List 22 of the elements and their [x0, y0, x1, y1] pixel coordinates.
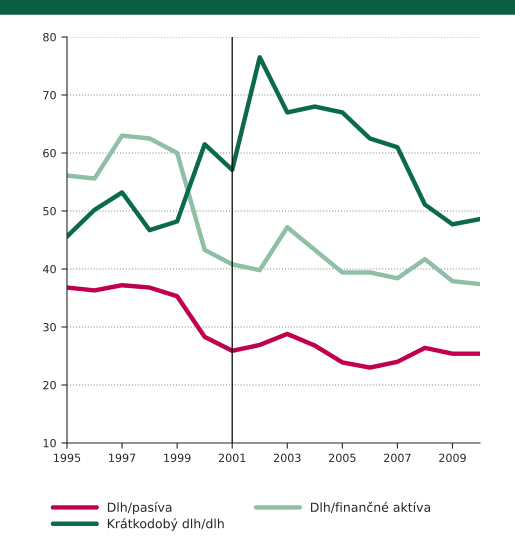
line-series — [67, 133, 480, 286]
x-tick-label: 2001 — [218, 454, 246, 462]
y-tick-label: 60 — [43, 148, 56, 158]
x-tick-label: 1997 — [109, 454, 136, 462]
x-tick-label: 2009 — [439, 454, 466, 462]
legend-label: Krátkodobý dlh/dlh — [108, 518, 224, 531]
y-tick-label: 80 — [43, 32, 56, 42]
x-tick-label: 1995 — [54, 454, 80, 462]
y-tick-label: 20 — [43, 380, 56, 390]
x-tick-label: 2005 — [329, 454, 356, 462]
x-tick-label: 1999 — [164, 454, 190, 462]
line-series — [67, 283, 480, 370]
y-tick-label: 70 — [43, 90, 56, 100]
legend-label: Dlh/pasíva — [108, 502, 172, 514]
y-tick-label: 30 — [43, 322, 56, 332]
x-tick-label: 2003 — [274, 454, 301, 462]
y-tick-label: 40 — [42, 264, 56, 274]
y-tick-label: 50 — [43, 206, 56, 216]
y-tick-label: 10 — [44, 438, 56, 448]
line-series — [67, 55, 480, 239]
legend-label: Dlh/finančné aktíva — [311, 502, 430, 513]
x-tick-label: 2007 — [384, 454, 411, 462]
